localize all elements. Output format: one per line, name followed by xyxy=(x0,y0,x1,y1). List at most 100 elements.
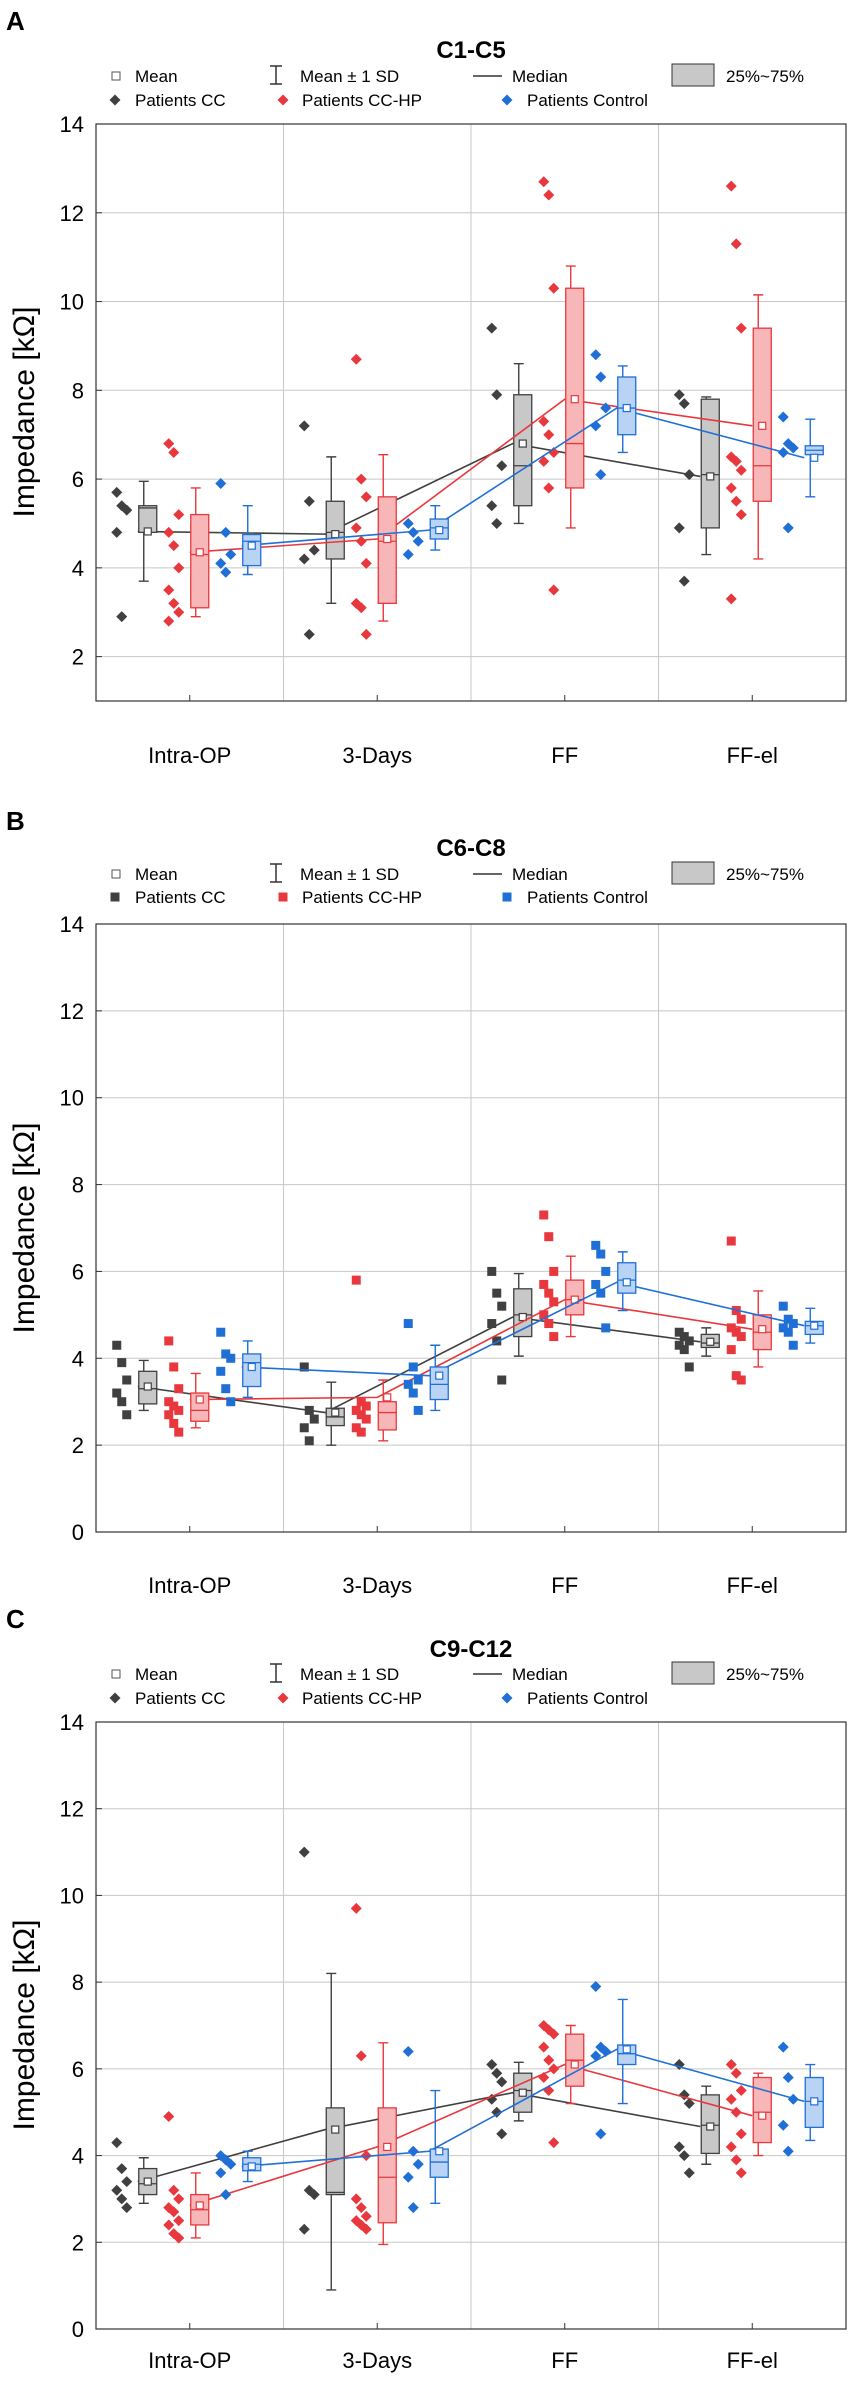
data-point xyxy=(226,1353,236,1363)
data-point xyxy=(168,446,180,458)
mean-marker xyxy=(247,1362,256,1372)
y-tick-label: 12 xyxy=(60,999,84,1024)
data-point xyxy=(735,2128,747,2140)
data-point xyxy=(299,1423,309,1433)
data-point xyxy=(725,2141,737,2153)
data-point xyxy=(355,473,367,485)
y-tick-label: 0 xyxy=(72,2317,84,2342)
legend-series-label: Patients Control xyxy=(527,91,648,110)
data-point xyxy=(736,1332,746,1342)
iqr-box xyxy=(752,327,772,502)
legend-series-marker xyxy=(278,892,288,902)
series-control xyxy=(215,349,824,578)
data-point xyxy=(117,1358,127,1368)
data-point xyxy=(491,2067,503,2079)
data-point xyxy=(673,522,685,534)
chart-title: C9-C12 xyxy=(430,1636,513,1663)
data-point xyxy=(730,238,742,250)
legend-box-marker xyxy=(671,63,715,87)
x-category-label: FF-el xyxy=(727,743,778,768)
legend-sd-label: Mean ± 1 SD xyxy=(300,1665,399,1684)
data-point xyxy=(298,420,310,432)
data-point xyxy=(491,517,503,529)
mean-marker xyxy=(331,1408,340,1417)
y-tick-label: 4 xyxy=(72,2144,84,2169)
data-point xyxy=(122,1410,132,1420)
data-point xyxy=(678,2150,690,2162)
data-point xyxy=(350,522,362,534)
data-point xyxy=(163,526,175,538)
data-point xyxy=(725,593,737,605)
data-point xyxy=(735,2167,747,2179)
y-tick-label: 14 xyxy=(60,912,84,937)
mean-marker xyxy=(435,2147,444,2156)
y-tick-label: 2 xyxy=(72,2230,84,2255)
data-point xyxy=(788,1319,798,1329)
chart-title: C1-C5 xyxy=(436,37,505,64)
iqr-box xyxy=(617,2044,637,2066)
data-point xyxy=(356,1427,366,1437)
data-point xyxy=(168,540,180,552)
data-point xyxy=(673,389,685,401)
data-point xyxy=(413,1405,423,1415)
data-point xyxy=(595,2128,607,2140)
data-point xyxy=(309,1414,319,1424)
data-point xyxy=(543,189,555,201)
data-point xyxy=(783,1314,793,1324)
iqr-box xyxy=(190,1392,210,1422)
mean-marker xyxy=(758,1325,767,1334)
legend-series-marker xyxy=(502,892,512,902)
mean-marker xyxy=(810,2097,819,2106)
mean-marker xyxy=(758,2111,767,2120)
data-point xyxy=(726,1345,736,1355)
legend-mean-marker xyxy=(111,1669,121,1679)
data-point xyxy=(492,1288,502,1298)
data-point xyxy=(548,446,560,458)
mean-marker xyxy=(810,453,819,462)
mean-marker xyxy=(195,548,204,557)
data-point xyxy=(782,2145,794,2157)
data-point xyxy=(543,2054,555,2066)
data-point xyxy=(122,1375,132,1385)
data-point xyxy=(408,1362,418,1372)
legend-median-label: Median xyxy=(512,1665,568,1684)
data-point xyxy=(402,2171,414,2183)
data-point xyxy=(678,575,690,587)
series-control xyxy=(216,1240,824,1415)
data-point xyxy=(496,460,508,472)
data-point xyxy=(173,562,185,574)
data-point xyxy=(736,1375,746,1385)
data-point xyxy=(777,2041,789,2053)
data-point xyxy=(735,464,747,476)
x-category-label: FF xyxy=(551,743,578,768)
data-point xyxy=(121,2176,133,2188)
chart-title: C6-C8 xyxy=(436,835,505,862)
data-point xyxy=(225,549,237,561)
data-point xyxy=(350,1902,362,1914)
data-point xyxy=(778,1301,788,1311)
mean-marker xyxy=(810,1321,819,1330)
series-cchp xyxy=(164,1210,772,1442)
data-point xyxy=(308,2189,320,2201)
y-tick-label: 6 xyxy=(72,2057,84,2082)
data-point xyxy=(596,1249,606,1259)
data-point xyxy=(164,1336,174,1346)
legend-series-marker xyxy=(501,94,513,106)
data-point xyxy=(590,349,602,361)
data-point xyxy=(496,2128,508,2140)
data-point xyxy=(595,371,607,383)
data-point xyxy=(538,176,550,188)
iqr-box xyxy=(190,513,210,609)
data-point xyxy=(164,1410,174,1420)
data-point xyxy=(221,1384,231,1394)
data-point xyxy=(601,1266,611,1276)
data-point xyxy=(725,482,737,494)
series-cc xyxy=(111,322,720,640)
data-point xyxy=(679,1345,689,1355)
data-point xyxy=(544,1232,554,1242)
legend-series-marker xyxy=(277,94,289,106)
data-point xyxy=(778,1323,788,1333)
data-point xyxy=(544,1319,554,1329)
mean-line xyxy=(137,442,701,535)
series-cc xyxy=(112,1266,720,1446)
